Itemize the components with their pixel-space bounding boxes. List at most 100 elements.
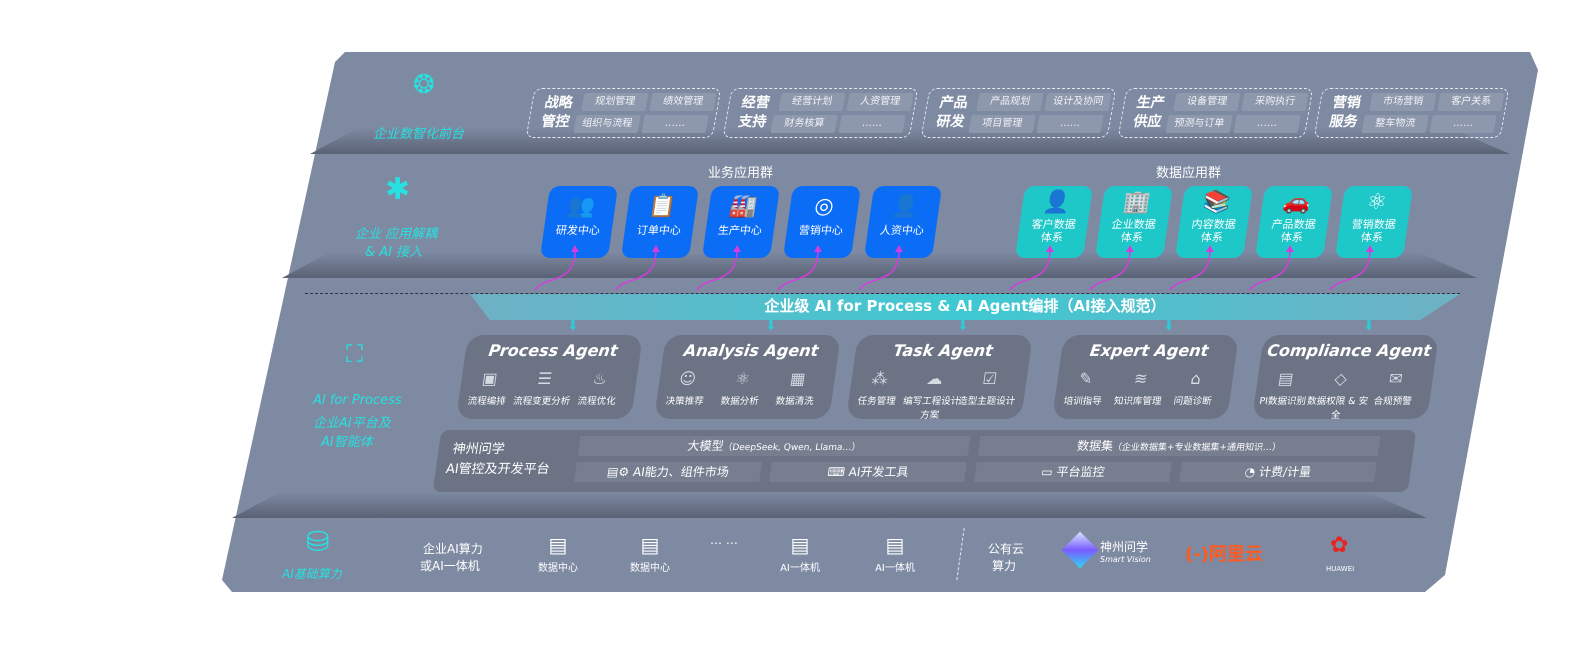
connector-arrow xyxy=(1009,249,1051,291)
connector-arrow xyxy=(858,249,900,291)
ai-platform: 神州问学 AI管控及开发平台 大模型（DeepSeek, Qwen, Llama… xyxy=(432,430,1417,492)
aliyun-mark: (-) xyxy=(1185,544,1209,565)
down-arrow-icon: ⬇ xyxy=(765,318,777,334)
agent-card[interactable]: Task Agent ⁂ 任务管理 ☁ 编写工程设计方案 ☑ 造型主题设计 xyxy=(846,335,1033,421)
huawei-text: HUAWEI xyxy=(1326,565,1355,573)
ai-label-3: AI智能体 xyxy=(321,435,373,450)
apps-label-1: 企业 应用解耦 xyxy=(355,227,438,242)
agent-capability: ▦ 数据清洗 xyxy=(762,369,831,407)
agent-title: Task Agent xyxy=(892,341,995,360)
arrow-head xyxy=(571,245,579,252)
agent-capability: ♨ 流程优化 xyxy=(564,369,633,407)
apps-label-2: & AI 接入 xyxy=(365,245,423,260)
platform-title-2: AI管控及开发平台 xyxy=(444,462,551,477)
capability-icon: ☑ xyxy=(981,369,999,388)
datasets-note: （企业数据集+专业数据集+通用知识…） xyxy=(1112,443,1282,453)
market-icon: ▤⚙ xyxy=(606,465,635,479)
connector-arrow xyxy=(696,249,738,291)
onprem-label-2: 或AI一体机 xyxy=(420,559,480,573)
down-arrow-icon: ⬇ xyxy=(1163,318,1175,334)
connector-arrow xyxy=(534,249,576,291)
connector-arrow xyxy=(615,249,657,291)
models-label: 大模型 xyxy=(686,439,725,453)
server-icon: ▤ xyxy=(885,533,905,557)
agent-card[interactable]: Compliance Agent ▤ PI数据识别 ◇ 数据权限 & 安全 ✉ 合规预警 xyxy=(1252,335,1439,421)
devtools-icon: ⌨ xyxy=(826,465,850,479)
server-icon: ▤ xyxy=(640,533,660,557)
market-bar: ▤⚙ AI能力、组件市场 xyxy=(574,462,762,482)
agent-card[interactable]: Expert Agent ✎ 培训指导 ≋ 知识库管理 ⌂ 问题诊断 xyxy=(1052,335,1239,419)
capability-label: 数据清洗 xyxy=(774,396,815,407)
devtools-bar: ⌨ AI开发工具 xyxy=(769,462,967,482)
arrow-head xyxy=(1046,245,1054,252)
server-label: AI一体机 xyxy=(875,563,915,574)
brain-icon: ❂ xyxy=(413,70,435,100)
business-apps-title: 业务应用群 xyxy=(708,166,774,181)
dashed-divider xyxy=(305,293,1460,294)
models-note: （DeepSeek, Qwen, Llama…） xyxy=(722,443,862,453)
capability-label: 问题诊断 xyxy=(1172,396,1213,407)
onprem-label-1: 企业AI算力 xyxy=(423,542,483,556)
capability-label: 流程优化 xyxy=(576,396,617,407)
arrow-head xyxy=(1286,245,1294,252)
cloud-label-1: 公有云 xyxy=(988,542,1025,556)
market-label: AI能力、组件市场 xyxy=(632,465,730,479)
servers-ellipsis: … … xyxy=(710,533,738,547)
agent-title: Compliance Agent xyxy=(1266,341,1433,360)
server-icon: ▤ xyxy=(790,533,810,557)
agent-title: Analysis Agent xyxy=(682,341,820,360)
agent-title: Process Agent xyxy=(487,341,619,360)
front-label: 企业数智化前台 xyxy=(373,127,465,142)
agent-title: Expert Agent xyxy=(1088,341,1210,360)
datasets-label: 数据集 xyxy=(1076,439,1115,453)
orchestration-banner: 企业级 AI for Process & AI Agent编排（AI接入规范） xyxy=(470,294,1460,320)
arrow-head xyxy=(1366,245,1374,252)
arrow-head xyxy=(814,245,822,252)
server-label: AI一体机 xyxy=(780,563,820,574)
datasets-bar: 数据集（企业数据集+专业数据集+通用知识…） xyxy=(977,436,1381,456)
aliyun-text: 阿里云 xyxy=(1208,544,1263,565)
huawei-logo-icon: ✿ xyxy=(1330,533,1349,558)
connector-arrow xyxy=(1329,249,1371,291)
platform-title-1: 神州问学 xyxy=(451,442,506,457)
capability-icon: ♨ xyxy=(591,369,609,388)
billing-bar: ◔ 计费/计量 xyxy=(1179,462,1377,482)
molecule-icon: ✱ xyxy=(385,172,411,207)
ai-label-2: 企业AI平台及 xyxy=(313,416,391,431)
down-arrow-icon: ⬇ xyxy=(957,318,969,334)
agent-card[interactable]: Analysis Agent ☺ 决策推荐 ⚛ 数据分析 ▦ 数据清洗 xyxy=(654,335,841,419)
arrow-head xyxy=(652,245,660,252)
agent-capability: ☑ 造型主题设计 xyxy=(954,369,1023,407)
billing-label: 计费/计量 xyxy=(1258,465,1313,479)
devtools-label: AI开发工具 xyxy=(847,465,910,479)
capability-label: 造型主题设计 xyxy=(957,396,1016,407)
infra-label: AI基础算力 xyxy=(282,567,342,581)
arrow-head xyxy=(1206,245,1214,252)
aliyun-logo: (-)阿里云 xyxy=(1185,540,1263,566)
monitor-label: 平台监控 xyxy=(1055,465,1106,479)
agent-card[interactable]: Process Agent ▣ 流程编排 ☰ 流程变更分析 ♨ 流程优化 xyxy=(456,335,643,419)
server-item: ▤ AI一体机 xyxy=(770,533,830,574)
connector-arrow xyxy=(1169,249,1211,291)
capability-label: 合规预警 xyxy=(1372,396,1413,407)
server-label: 数据中心 xyxy=(630,563,670,574)
server-item: ▤ 数据中心 xyxy=(528,533,588,574)
server-item: ▤ AI一体机 xyxy=(865,533,925,574)
server-icon: ▤ xyxy=(548,533,568,557)
capability-icon: ▦ xyxy=(788,369,807,388)
layer-divider xyxy=(310,128,1510,154)
connector-arrow xyxy=(777,249,819,291)
smart-vision-en: Smart Vision xyxy=(1100,555,1151,564)
capability-icon: ✉ xyxy=(1387,369,1404,388)
connector-arrow xyxy=(1249,249,1291,291)
server-label: 数据中心 xyxy=(538,563,578,574)
models-bar: 大模型（DeepSeek, Qwen, Llama…） xyxy=(577,436,971,456)
server-item: ▤ 数据中心 xyxy=(620,533,680,574)
layer-divider xyxy=(232,492,1427,518)
cloud-label-2: 算力 xyxy=(992,559,1017,573)
smart-vision-cn: 神州问学 xyxy=(1100,540,1149,554)
ai-label-1: AI for Process xyxy=(313,393,402,408)
data-apps-title: 数据应用群 xyxy=(1156,166,1222,181)
